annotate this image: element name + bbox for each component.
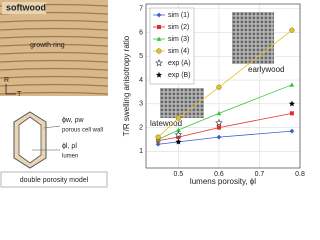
chart: 1 2 3 4 5 6 7 0.5 0.6 0.7 0.8 lumens porosity, ϕl T/… [122,3,305,186]
marker [155,141,161,147]
marker [215,118,223,127]
marker [176,135,181,140]
page: softwood growth ring R T ϕw, ρw porous c… [0,0,305,188]
marker [155,71,163,78]
x-tick-label: 0.8 [295,171,305,178]
pointer [43,125,61,129]
legend-label: sim (4) [168,48,189,55]
marker [156,36,162,41]
marker [216,110,222,116]
legend-label: sim (1) [168,12,189,19]
label: porous cell wall [62,128,103,134]
marker [289,128,295,134]
label: ϕw, ρw [62,117,84,124]
marker [288,100,295,107]
label: R [4,77,9,84]
y-tick-label: 1 [139,148,143,155]
legend-label: exp (A) [168,60,191,67]
marker [289,27,295,33]
marker [216,84,222,90]
series-line [157,84,293,140]
marker [156,12,162,18]
marker [155,134,161,140]
title-box [2,2,46,14]
figure: softwood growth ring R T ϕw, ρw porous c… [0,0,305,188]
label: ϕl, ρl [62,143,77,150]
marker [155,59,163,67]
marker [175,138,182,145]
y-tick-label: 2 [139,124,143,131]
x-tick-label: 0.6 [214,171,224,178]
series-line [157,29,293,138]
y-tick-label: 4 [139,77,143,84]
y-tick-label: 7 [139,6,143,13]
inset-image [232,12,274,64]
label-box [0,171,108,188]
marker [289,82,295,87]
wood-photo [0,0,108,96]
x-tick-label: 0.7 [255,171,265,178]
photo-title: softwood [6,2,46,12]
legend-label: sim (2) [168,24,189,31]
y-tick-label: 6 [139,29,143,36]
marker [156,24,162,30]
inset-label: earlywood [248,65,284,74]
marker [289,111,294,116]
marker [176,127,181,132]
x-tick-label: 0.5 [174,171,184,178]
marker [216,125,221,130]
series-line [158,130,292,145]
label: T [17,91,22,98]
x-axis-label: lumens porosity, ϕl [190,177,256,186]
legend-box [149,7,195,85]
legend-label: sim (3) [168,36,189,43]
label: double porosity model [20,177,89,184]
marker [175,115,182,121]
y-axis-label: T/R swelling anisotropy ratio [122,35,131,136]
plot-frame [145,3,301,169]
marker [216,134,222,140]
label: growth ring [30,42,65,49]
marker [156,48,162,54]
legend-label: exp (B) [168,72,191,79]
series-line [158,112,292,142]
hexagon-inner [18,116,42,164]
label: lumen [62,154,78,160]
y-tick-label: 3 [139,101,143,108]
marker [174,130,183,138]
y-tick-label: 5 [139,53,143,60]
inset-label: latewood [150,119,182,128]
inset-image [160,88,204,118]
